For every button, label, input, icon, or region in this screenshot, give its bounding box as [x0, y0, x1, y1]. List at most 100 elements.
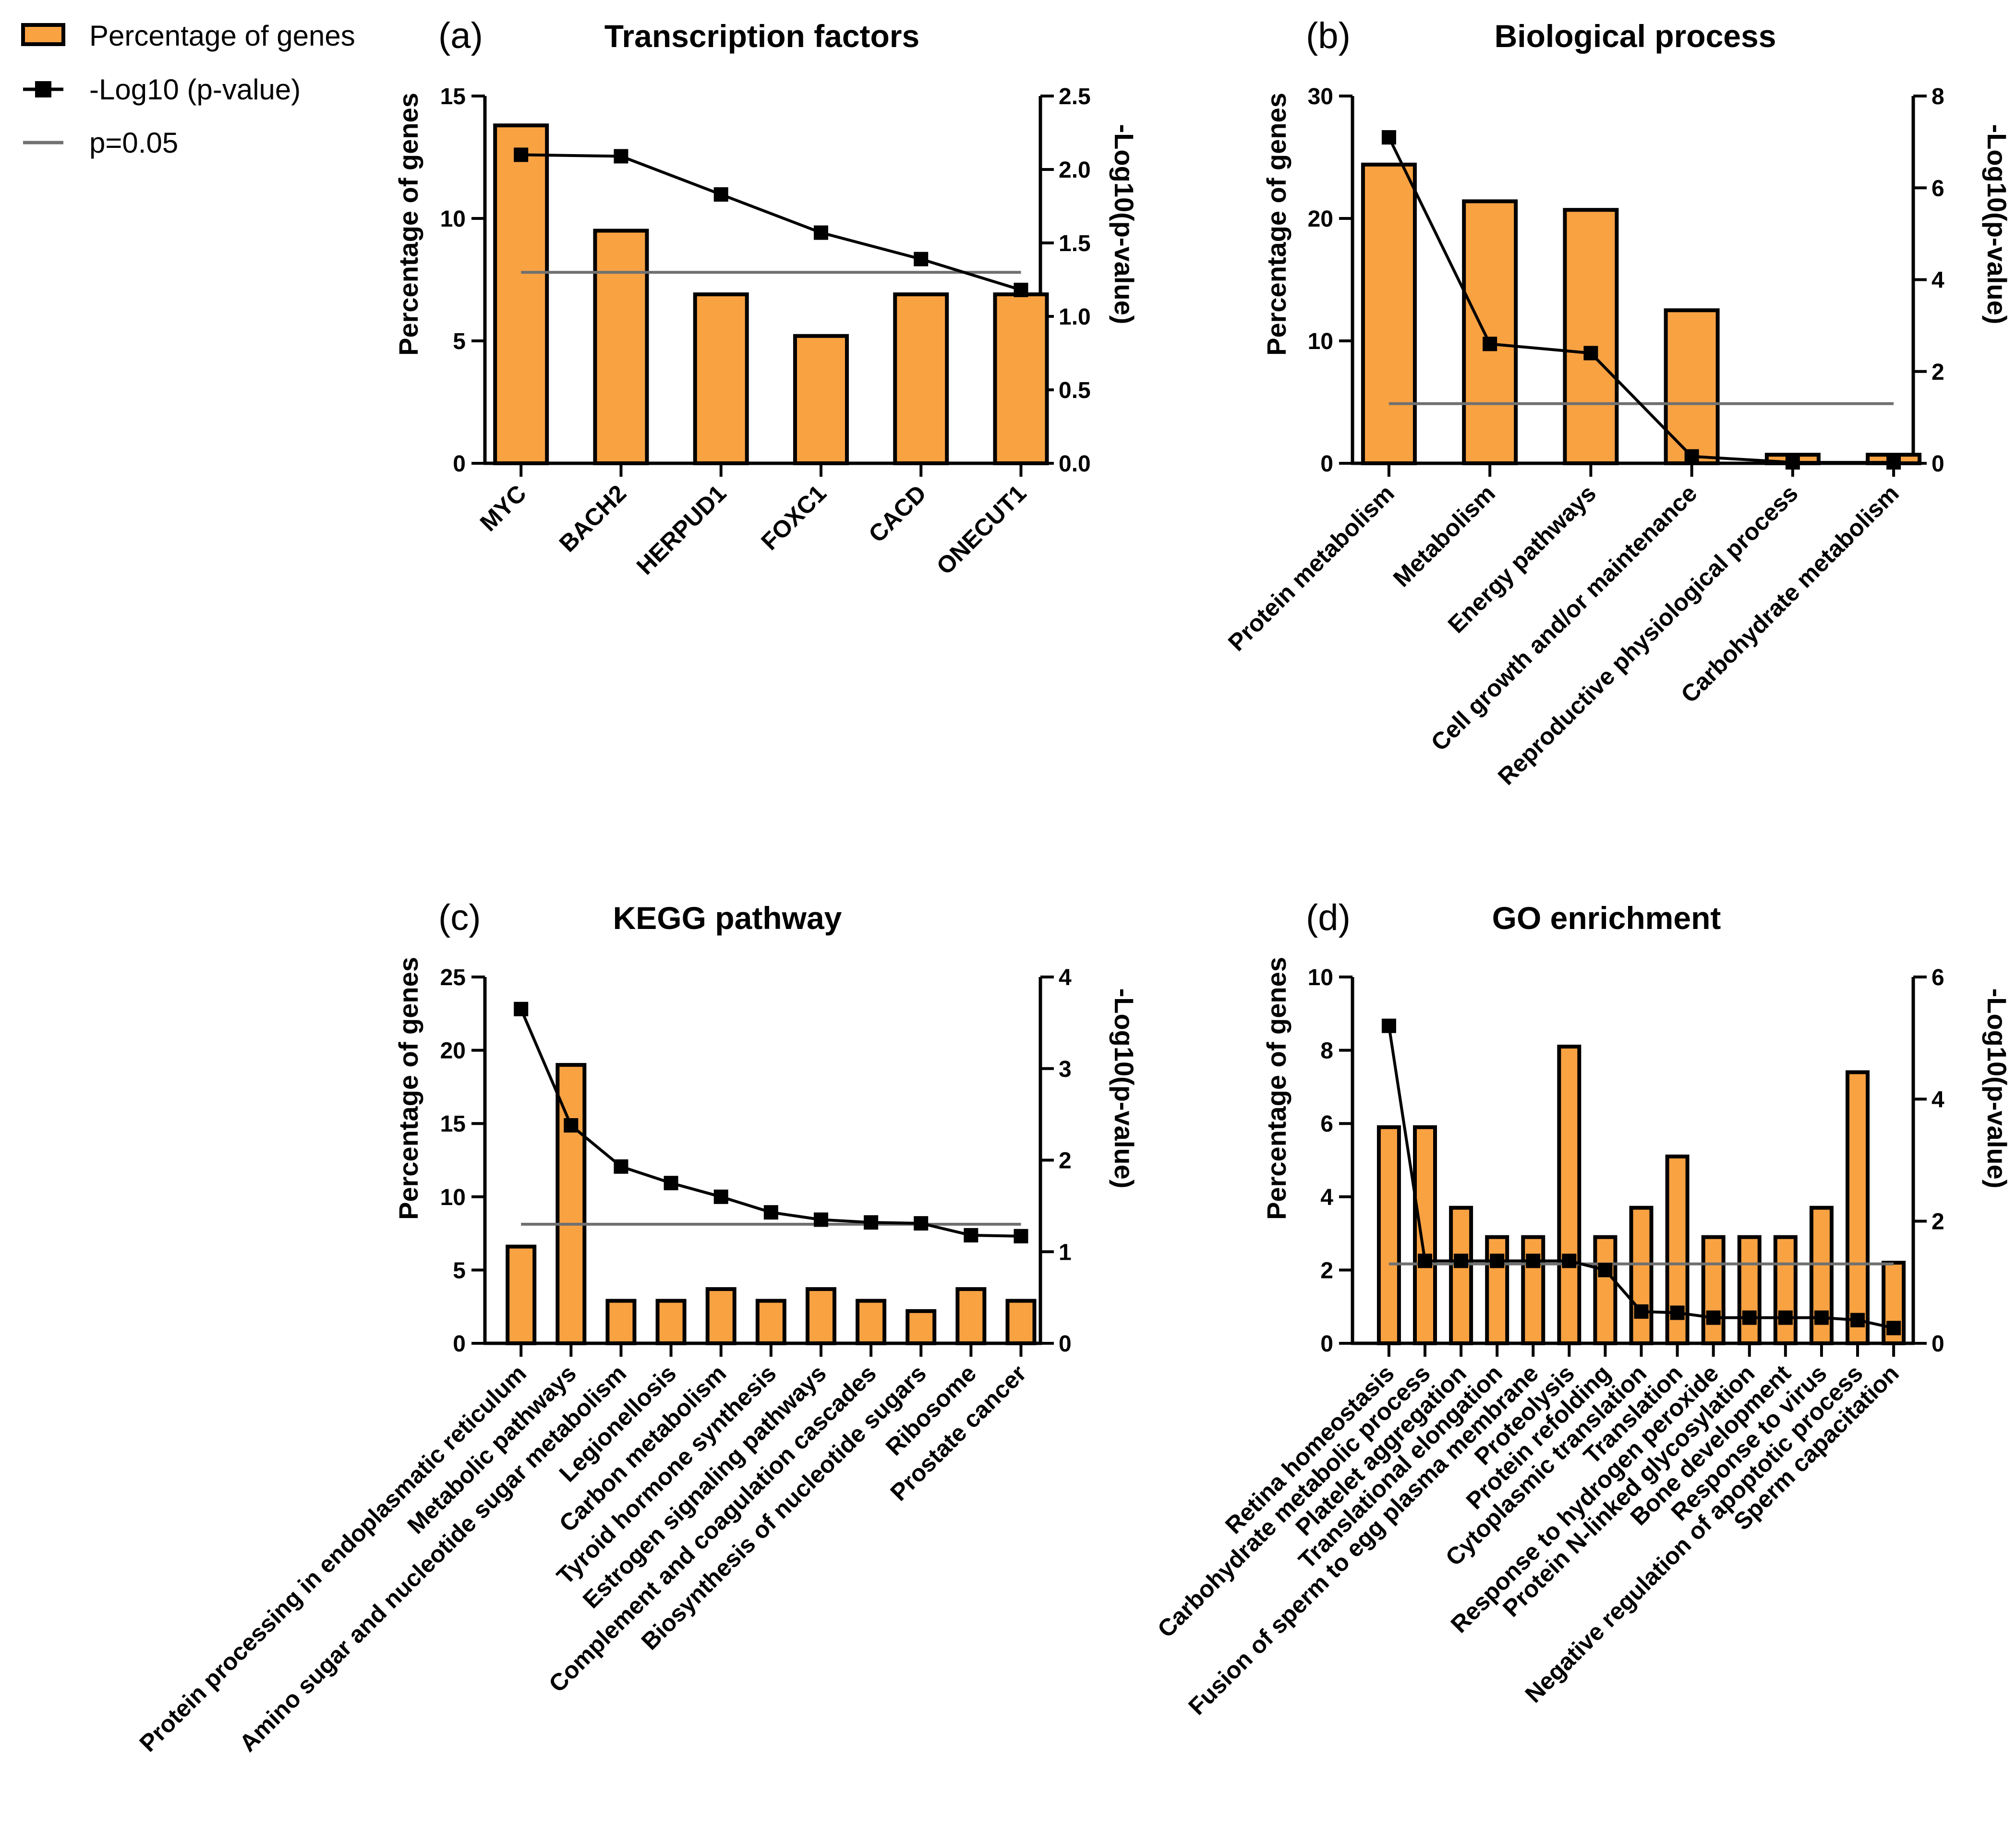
line-point — [964, 1228, 978, 1242]
y2-tick-label: 4 — [1931, 1087, 1944, 1112]
line-point — [1850, 1313, 1865, 1327]
panel-label: (c) — [438, 897, 481, 938]
legend-label-threshold: p=0.05 — [89, 127, 178, 159]
bar — [1629, 1206, 1654, 1345]
bar — [1485, 1235, 1509, 1345]
y-tick-label: 5 — [453, 1258, 466, 1283]
bar — [1593, 1235, 1618, 1345]
chart-panel-transcription-factors: (a) Transcription factors Percentage of … — [393, 15, 1139, 580]
y-axis-title: Percentage of genes — [1261, 93, 1292, 356]
y2-axis-title: -Log10(p-value) — [1109, 989, 1139, 1189]
bar — [893, 292, 949, 465]
bar — [1557, 1044, 1581, 1345]
bar — [805, 1287, 836, 1345]
line-point — [1014, 1229, 1028, 1243]
y-tick-label: 0 — [453, 1331, 466, 1357]
y-tick-label: 20 — [440, 1038, 466, 1064]
series-line — [519, 1008, 1021, 1238]
legend: Percentage of genes -Log10 (p-value) p=0… — [21, 20, 355, 159]
y-tick-label: 5 — [453, 329, 466, 354]
bar — [506, 1244, 537, 1346]
legend-marker-swatch — [35, 81, 51, 97]
line-point — [1684, 449, 1699, 464]
panel-label: (a) — [438, 15, 483, 56]
bar — [1563, 208, 1619, 465]
bar — [1773, 1235, 1798, 1345]
bar — [955, 1287, 987, 1345]
y2-tick-label: 4 — [1931, 268, 1944, 293]
y2-tick-label: 2.5 — [1059, 84, 1091, 109]
line-point — [1490, 1254, 1505, 1268]
line-point — [1778, 1310, 1793, 1325]
line-point — [1706, 1310, 1721, 1325]
legend-label-percentage: Percentage of genes — [89, 20, 355, 52]
y-tick-label: 20 — [1308, 206, 1333, 232]
line-point — [813, 225, 828, 240]
y-tick-label: 4 — [1320, 1185, 1333, 1210]
bar — [1449, 1206, 1473, 1345]
x-tick-label: BACH2 — [554, 480, 631, 557]
line-point — [914, 1216, 929, 1231]
y2-tick-label: 1.0 — [1059, 304, 1091, 330]
y-tick-label: 15 — [440, 1111, 466, 1137]
line-point — [713, 1189, 728, 1204]
bar — [593, 229, 649, 465]
bar — [793, 334, 849, 465]
bar — [1462, 199, 1518, 465]
x-tick-label: HERPUD1 — [631, 480, 732, 580]
line-point — [514, 1001, 529, 1016]
line-point — [1014, 282, 1028, 297]
bar — [993, 292, 1049, 465]
y-tick-label: 30 — [1308, 84, 1333, 109]
line-point — [713, 187, 728, 202]
y-tick-label: 0 — [1320, 451, 1333, 477]
line-point — [813, 1212, 828, 1227]
chart-title: Transcription factors — [604, 18, 920, 54]
y-tick-label: 2 — [1320, 1258, 1333, 1283]
y-tick-label: 10 — [440, 206, 466, 232]
line-point — [1886, 1321, 1901, 1336]
y-tick-label: 0 — [453, 451, 466, 477]
line-point — [1886, 455, 1901, 470]
line-point — [1670, 1305, 1685, 1320]
line-point — [914, 252, 929, 266]
y2-tick-label: 2 — [1931, 360, 1944, 385]
line-point — [763, 1205, 778, 1220]
x-tick-label: Protein metabolism — [1223, 480, 1400, 656]
bar — [1376, 1125, 1401, 1346]
line-point — [1785, 455, 1800, 470]
y-tick-label: 8 — [1320, 1038, 1333, 1064]
y2-tick-label: 2 — [1931, 1209, 1944, 1235]
x-tick-label: Protein processing in endoplasmatic reti… — [134, 1360, 531, 1757]
bar — [555, 1063, 587, 1346]
y2-tick-label: 1.5 — [1059, 231, 1091, 256]
chart-panel-go-enrichment: (d) GO enrichment Percentage of genes -L… — [1152, 897, 2012, 1720]
line-point — [1381, 1018, 1396, 1033]
x-tick-label: Metabolism — [1388, 480, 1500, 592]
line-point — [1583, 346, 1598, 361]
chart-title: Biological process — [1495, 18, 1776, 54]
chart-panel-kegg-pathway: (c) KEGG pathway Percentage of genes -Lo… — [134, 897, 1139, 1757]
y-tick-label: 6 — [1320, 1111, 1333, 1137]
y2-tick-label: 4 — [1059, 965, 1072, 990]
line-point — [1483, 337, 1497, 351]
y2-tick-label: 1 — [1059, 1240, 1072, 1265]
line-point — [1562, 1254, 1577, 1268]
panel-label: (d) — [1306, 897, 1351, 938]
y2-tick-label: 0 — [1931, 451, 1944, 477]
y-axis-title: Percentage of genes — [1261, 957, 1292, 1220]
line-point — [1814, 1310, 1829, 1325]
bar — [605, 1299, 637, 1345]
bar — [493, 123, 549, 465]
chart-title: GO enrichment — [1492, 900, 1721, 936]
series-line — [1388, 136, 1894, 464]
y2-tick-label: 2.0 — [1059, 157, 1091, 183]
line-point — [864, 1215, 879, 1230]
line-point — [1634, 1304, 1649, 1319]
y-tick-label: 10 — [1308, 329, 1333, 354]
x-tick-label: ONECUT1 — [931, 480, 1032, 580]
chart-panel-biological-process: (b) Biological process Percentage of gen… — [1223, 15, 2012, 790]
line-point — [614, 149, 628, 164]
bar — [655, 1299, 687, 1345]
